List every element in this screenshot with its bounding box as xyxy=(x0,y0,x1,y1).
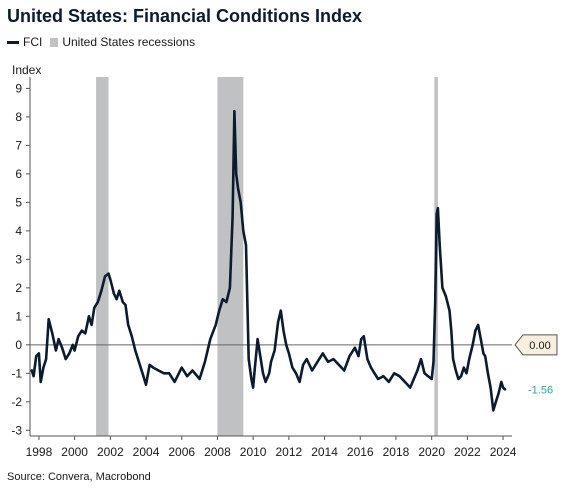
y-tick-label: 9 xyxy=(15,81,22,95)
x-tick-label: 2022 xyxy=(454,445,481,459)
x-tick-label: 2010 xyxy=(240,445,267,459)
y-tick-label: 4 xyxy=(15,224,22,238)
legend-area-swatch xyxy=(50,37,59,47)
legend: FCI United States recessions xyxy=(7,35,203,49)
x-tick-label: 2018 xyxy=(383,445,410,459)
x-tick-label: 2008 xyxy=(204,445,231,459)
y-axis-label: Index xyxy=(12,63,41,77)
y-tick-label: -3 xyxy=(11,423,22,437)
legend-label-fci: FCI xyxy=(23,35,43,49)
x-tick-label: 2000 xyxy=(61,445,88,459)
zero-callout-box xyxy=(514,334,558,356)
x-tick-label: 2012 xyxy=(276,445,303,459)
y-tick-label: 3 xyxy=(15,252,22,266)
last-value-label: -1.56 xyxy=(528,384,553,396)
source-note: Source: Convera, Macrobond xyxy=(7,471,151,483)
y-tick-label: 2 xyxy=(15,281,22,295)
y-tick-label: 5 xyxy=(15,195,22,209)
x-tick-label: 1998 xyxy=(26,445,53,459)
chart-title: United States: Financial Conditions Inde… xyxy=(7,6,363,26)
fci-series-line xyxy=(30,109,507,412)
x-tick-label: 2004 xyxy=(133,445,160,459)
x-tick-label: 2016 xyxy=(347,445,374,459)
y-tick-label: 0 xyxy=(15,338,22,352)
legend-item-fci: FCI xyxy=(7,35,42,49)
legend-label-recessions: United States recessions xyxy=(62,35,196,49)
x-tick-label: 2006 xyxy=(168,445,195,459)
x-tick-label: 2024 xyxy=(490,445,517,459)
y-tick-label: 1 xyxy=(15,309,22,323)
x-tick-label: 2002 xyxy=(97,445,124,459)
y-tick-label: 7 xyxy=(15,138,22,152)
y-tick-label: -1 xyxy=(11,366,22,380)
y-tick-label: -2 xyxy=(11,395,22,409)
recession-band-1 xyxy=(96,77,109,436)
legend-line-swatch xyxy=(7,40,19,44)
y-tick-label: 6 xyxy=(15,167,22,181)
y-tick-label: 8 xyxy=(15,110,22,124)
x-tick-label: 2014 xyxy=(311,445,338,459)
zero-callout-label: 0.00 xyxy=(529,340,550,352)
legend-item-recessions: United States recessions xyxy=(50,35,195,49)
x-tick-label: 2020 xyxy=(418,445,445,459)
